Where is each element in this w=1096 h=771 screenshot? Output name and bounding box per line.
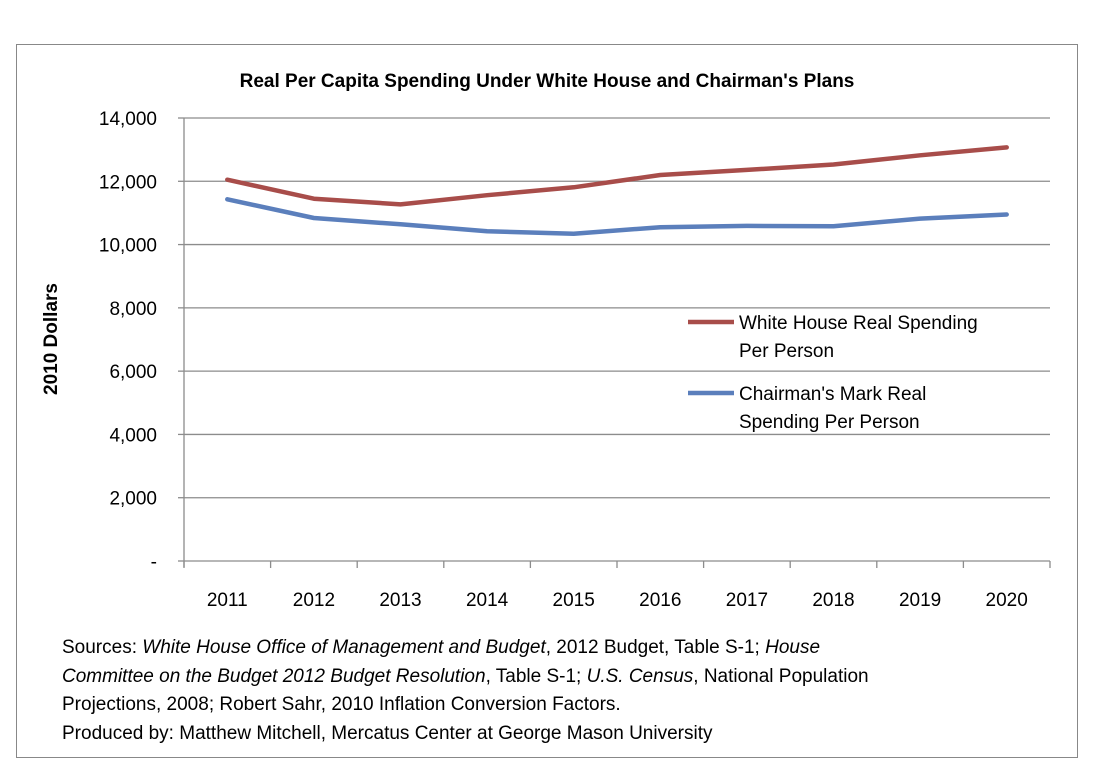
x-tick-label: 2020 bbox=[986, 590, 1028, 611]
source-census: U.S. Census bbox=[586, 665, 694, 687]
y-tick-label: - bbox=[151, 552, 157, 573]
tick-labels: - 2,000 4,000 6,000 8,000 10,000 12,000 14,000 2… bbox=[99, 109, 1028, 611]
x-tick-label: 2019 bbox=[899, 590, 941, 611]
sources-text-2: , Table S-1; bbox=[485, 665, 587, 687]
sources-line-2: Committee on the Budget 2012 Budget Reso… bbox=[62, 663, 1052, 692]
sources-text-1: , 2012 Budget, Table S-1; bbox=[545, 637, 766, 658]
legend-label-1: Per Person bbox=[739, 341, 834, 362]
produced-by: Produced by: Matthew Mitchell, Mercatus … bbox=[62, 722, 713, 744]
sources-line-1: Sources: White House Office of Managemen… bbox=[62, 634, 1052, 663]
source-house-b: Committee on the Budget 2012 Budget Reso… bbox=[62, 665, 486, 687]
x-tick-label: 2011 bbox=[207, 590, 248, 611]
y-axis-label: 2010 Dollars bbox=[41, 283, 62, 395]
legend-label-1: White House Real Spending bbox=[739, 313, 978, 334]
y-tick-label: 2,000 bbox=[109, 489, 157, 510]
chart-title: Real Per Capita Spending Under White Hou… bbox=[240, 71, 855, 92]
x-tick-label: 2016 bbox=[639, 590, 681, 611]
y-tick-label: 14,000 bbox=[99, 109, 157, 130]
x-tick-label: 2012 bbox=[293, 590, 335, 611]
series-line-1 bbox=[225, 145, 1009, 207]
y-tick-label: 8,000 bbox=[109, 299, 157, 320]
y-tick-label: 4,000 bbox=[109, 425, 157, 446]
legend-label-2: Spending Per Person bbox=[739, 412, 920, 433]
legend: White House Real Spending Per Person Chair… bbox=[688, 313, 978, 433]
sources-prefix: Sources: bbox=[62, 637, 143, 658]
x-tick-label: 2013 bbox=[379, 590, 421, 611]
sources-text-3: , National Population bbox=[693, 665, 869, 687]
source-omb: White House Office of Management and Bud… bbox=[142, 637, 546, 658]
series-line-2 bbox=[225, 197, 1009, 237]
sources-line-3: Projections, 2008; Robert Sahr, 2010 Inf… bbox=[62, 694, 621, 715]
chart-frame bbox=[16, 44, 1078, 758]
source-house-a: House bbox=[765, 637, 821, 658]
y-tick-label: 12,000 bbox=[99, 172, 157, 193]
y-tick-label: 10,000 bbox=[99, 236, 157, 257]
sources-note: Sources: White House Office of Managemen… bbox=[62, 634, 1052, 748]
axes bbox=[178, 117, 1051, 568]
x-tick-label: 2015 bbox=[553, 590, 595, 611]
gridlines bbox=[184, 117, 1050, 499]
x-tick-label: 2014 bbox=[466, 590, 509, 611]
y-tick-label: 6,000 bbox=[109, 362, 157, 383]
series-lines bbox=[225, 145, 1009, 237]
x-tick-label: 2017 bbox=[726, 590, 768, 611]
x-tick-label: 2018 bbox=[812, 590, 854, 611]
legend-label-2: Chairman's Mark Real bbox=[739, 384, 926, 405]
